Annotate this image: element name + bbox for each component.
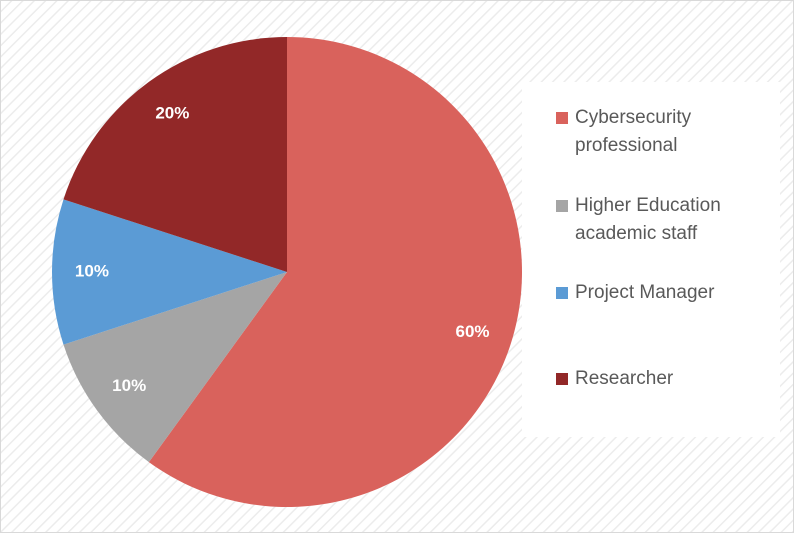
pie-slice [63, 272, 287, 463]
data-label: 10% [112, 376, 146, 395]
legend-swatch [556, 287, 568, 299]
legend-label: Project Manager [575, 282, 715, 303]
legend-label: Cybersecurity professional [575, 107, 692, 156]
pie-slice [52, 199, 287, 345]
legend-swatch [556, 200, 568, 212]
data-label: 20% [155, 104, 189, 123]
pie: 60% 10% 10% 20% [52, 37, 523, 507]
legend: Cybersecurity professional Higher Educati… [522, 82, 780, 437]
pie-slice [63, 37, 287, 272]
legend-swatch [556, 373, 568, 385]
legend-label: Researcher [575, 368, 674, 389]
legend-swatch [556, 112, 568, 124]
legend-label: Higher Education academic staff [575, 195, 721, 244]
pie-slice [148, 37, 523, 507]
data-label: 60% [455, 322, 489, 341]
data-label: 10% [75, 261, 109, 280]
